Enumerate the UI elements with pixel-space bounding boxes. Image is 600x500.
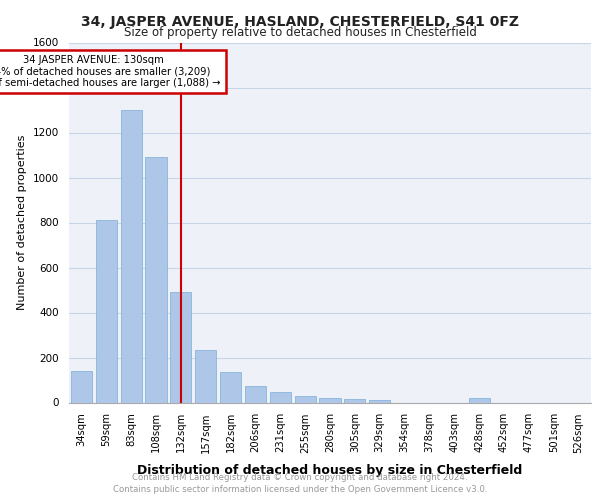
Bar (145, 157, 167, 402)
Bar (319, 398, 341, 402)
Bar (195, 350, 216, 403)
Text: Contains HM Land Registry data © Crown copyright and database right 2024.
Contai: Contains HM Land Registry data © Crown c… (113, 472, 487, 494)
Text: Size of property relative to detached houses in Chesterfield: Size of property relative to detached ho… (124, 26, 476, 39)
Bar (170, 292, 191, 403)
Bar (270, 392, 291, 402)
Bar (245, 386, 266, 402)
Bar (96, 220, 117, 402)
Bar (369, 400, 390, 402)
Bar (71, 371, 92, 402)
Bar (469, 398, 490, 402)
Bar (220, 372, 241, 402)
X-axis label: Distribution of detached houses by size in Chesterfield: Distribution of detached houses by size … (137, 464, 523, 476)
Bar (121, 110, 142, 403)
Bar (295, 396, 316, 402)
Bar (344, 399, 365, 402)
Y-axis label: Number of detached properties: Number of detached properties (17, 135, 28, 310)
Text: 34 JASPER AVENUE: 130sqm
← 74% of detached houses are smaller (3,209)
25% of sem: 34 JASPER AVENUE: 130sqm ← 74% of detach… (0, 55, 221, 88)
Text: 34, JASPER AVENUE, HASLAND, CHESTERFIELD, S41 0FZ: 34, JASPER AVENUE, HASLAND, CHESTERFIELD… (81, 15, 519, 29)
